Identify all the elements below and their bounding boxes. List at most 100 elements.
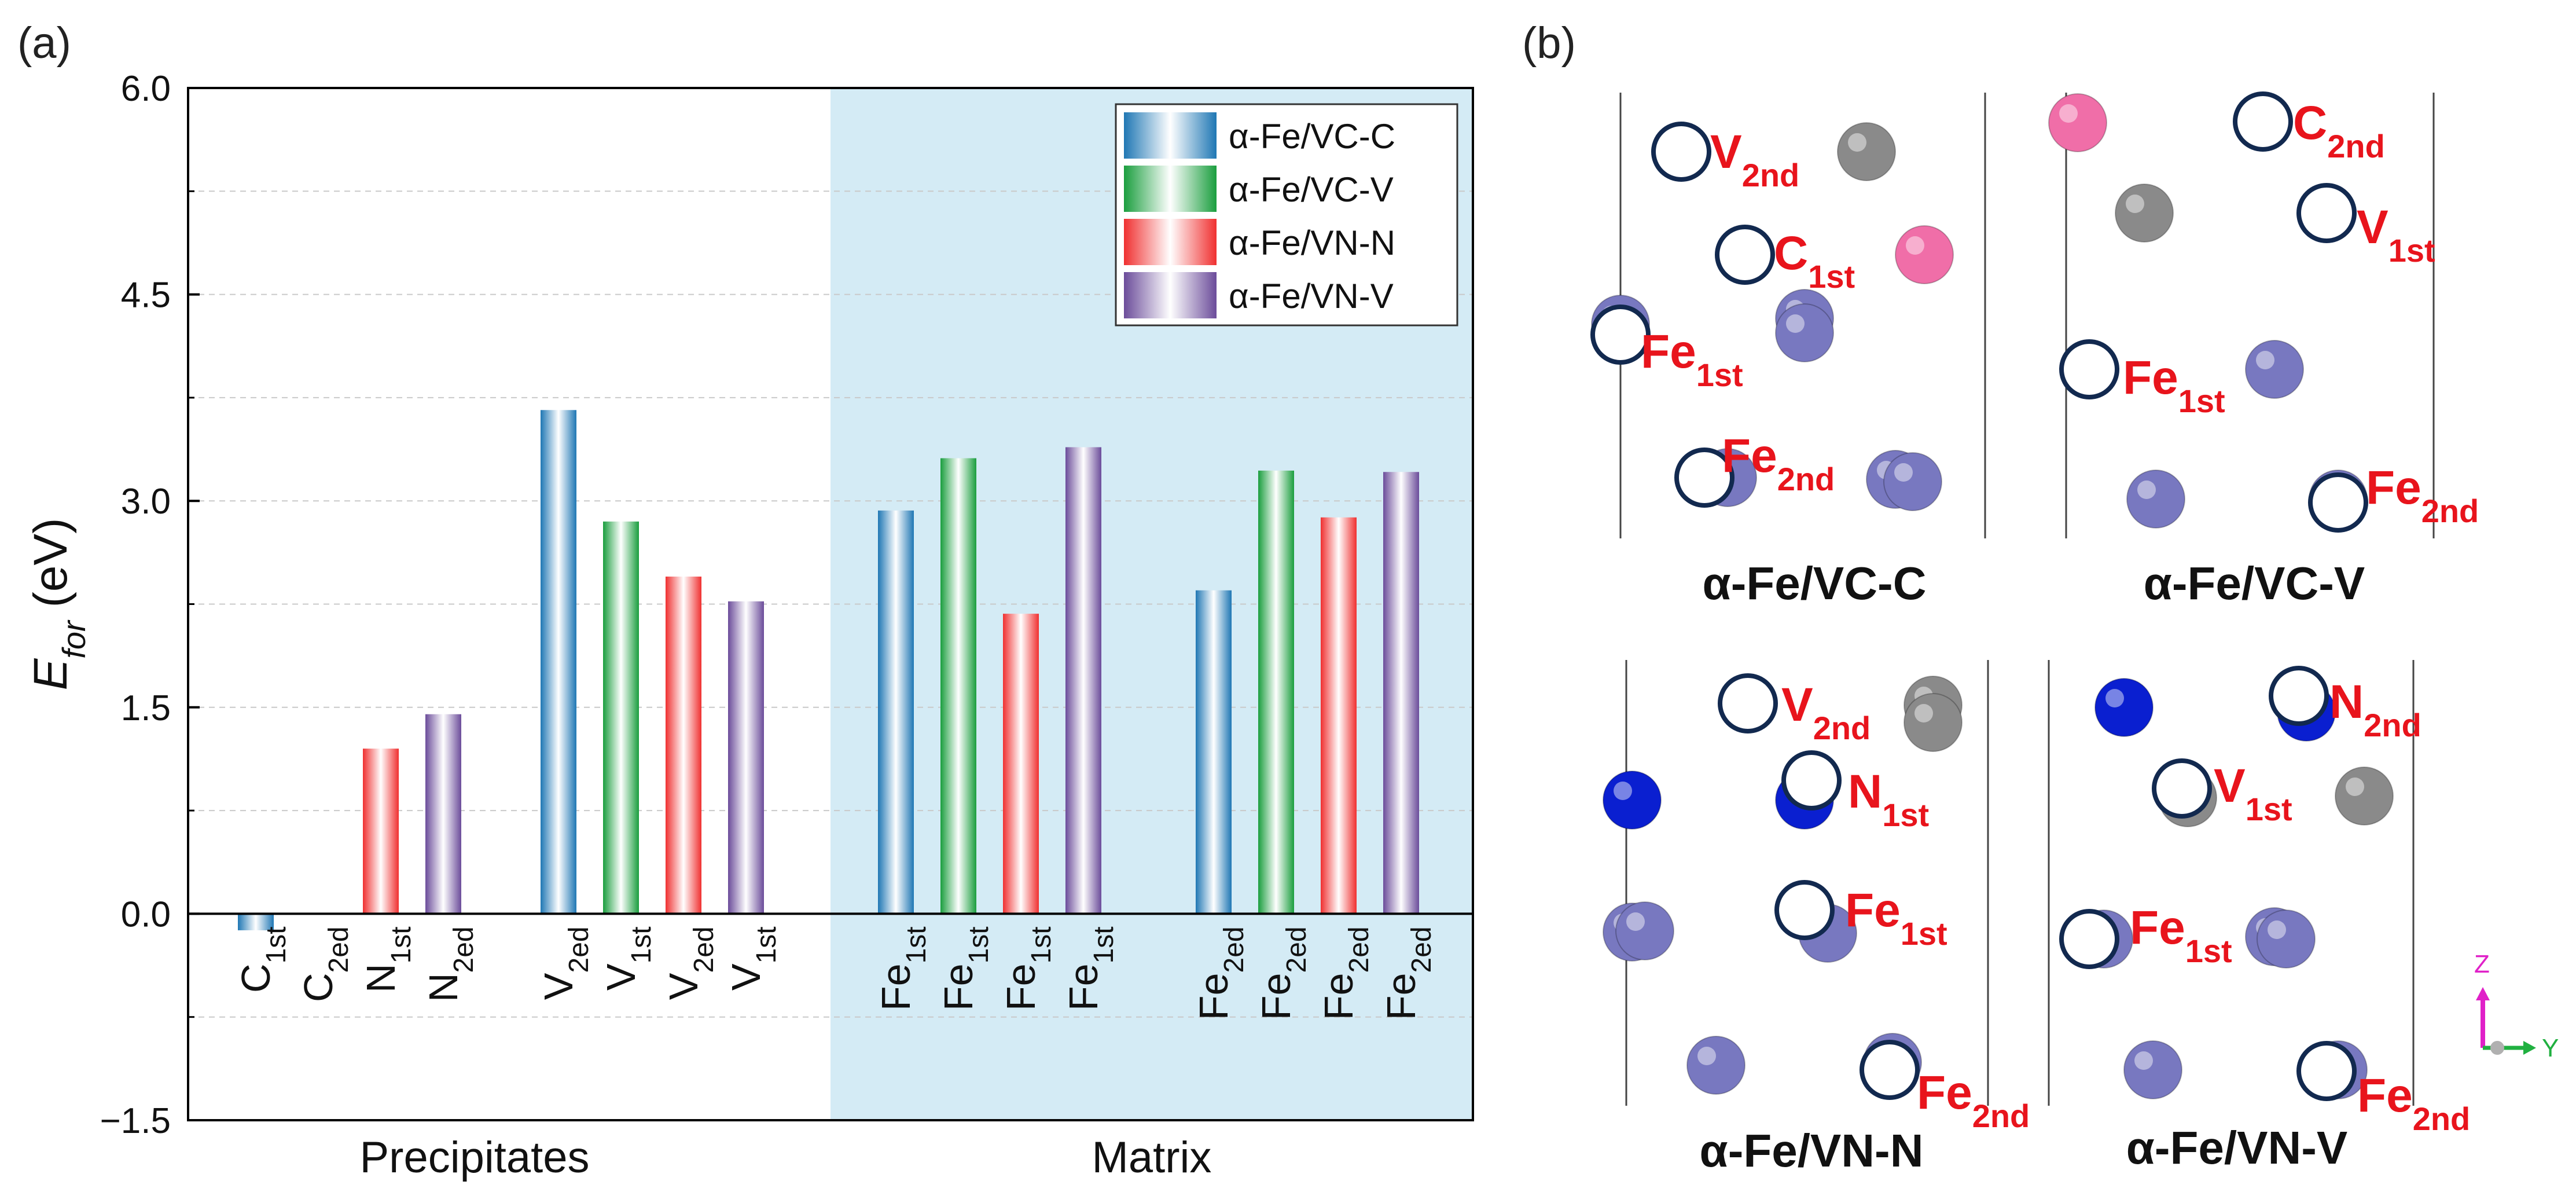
z-axis-label: Z <box>2474 950 2490 978</box>
fe-atom <box>1686 1036 1745 1095</box>
fe-atom <box>2245 340 2304 399</box>
c-atom <box>2048 93 2107 152</box>
vacancy-ring <box>2152 758 2212 819</box>
y-axis-label: Efor (eV) <box>24 518 92 691</box>
legend-label: α-Fe/VN-N <box>1229 223 1395 262</box>
site-label: Fe2nd <box>2366 461 2479 529</box>
bar-label: Fe1st <box>998 926 1057 1011</box>
group-label: Matrix <box>1092 1133 1212 1182</box>
site-label: Fe1st <box>2130 901 2232 969</box>
bar-label: V2ed <box>536 926 594 1000</box>
bar <box>541 410 576 914</box>
bar-label: Fe1st <box>936 926 994 1011</box>
bar-label: C1st <box>233 926 292 993</box>
vacancy-ring <box>2233 91 2293 152</box>
vacancy-ring <box>2059 339 2119 399</box>
bar-label: Fe2ed <box>1379 926 1437 1020</box>
bar-label: Fe2ed <box>1316 926 1375 1020</box>
bar <box>238 914 274 930</box>
site-label: N2nd <box>2329 676 2421 743</box>
site-label: C1st <box>1774 227 1855 295</box>
fe-atom <box>2123 1040 2182 1099</box>
vacancy-ring <box>2296 1041 2357 1101</box>
vacancy-ring <box>2308 472 2368 533</box>
bar-label: C2ed <box>296 926 354 1002</box>
y-axis-ticks: −1.5 0.0 1.5 3.0 4.5 6.0 <box>100 69 200 1141</box>
bar-label: N1st <box>358 926 417 993</box>
bar-label: V1st <box>723 926 782 991</box>
site-label: C2nd <box>2293 97 2385 164</box>
bar-label: Fe1st <box>1061 926 1119 1011</box>
structures: V2nd C1st Fe1st Fe2nd α-Fe/VC-C C2nd V1st Fe1st… <box>1590 91 2479 1176</box>
structure-title: α-Fe/VN-V <box>2126 1122 2348 1173</box>
y-tick-label: −1.5 <box>100 1101 171 1141</box>
legend-label: α-Fe/VN-V <box>1229 277 1394 316</box>
n-atom <box>2094 678 2154 737</box>
fe-atom <box>1615 901 1674 960</box>
v-atom <box>2115 184 2174 243</box>
site-label: V2nd <box>1781 678 1871 746</box>
bar <box>425 714 461 914</box>
bar-labels: C1stC2edN1stN2edV2edV1stV2edV1stFe1stFe1… <box>233 926 1437 1020</box>
axes-orientation-icon: ZY <box>2474 950 2559 1062</box>
group-labels: Precipitates Matrix <box>359 1133 1211 1182</box>
bar-label: V1st <box>598 926 657 991</box>
vacancy-ring <box>1860 1040 1920 1100</box>
grid-lines <box>188 190 1473 1018</box>
site-label: V1st <box>2357 201 2435 269</box>
bar <box>363 749 399 914</box>
group-label: Precipitates <box>359 1133 589 1182</box>
bar <box>1065 447 1101 914</box>
vacancy-ring <box>2059 909 2119 969</box>
site-label: V1st <box>2214 760 2292 827</box>
site-label: Fe2nd <box>1917 1066 2030 1134</box>
vacancy-ring <box>1674 448 1735 508</box>
legend-swatch <box>1124 272 1217 318</box>
bar <box>940 458 976 914</box>
bar <box>728 601 764 914</box>
fe-atom <box>2126 470 2185 529</box>
y-tick-label: 0.0 <box>121 894 171 934</box>
fe-atom <box>2257 909 2316 969</box>
fe-atom <box>1883 452 1942 511</box>
site-label: Fe2nd <box>1722 430 1835 497</box>
vacancy-ring <box>2296 183 2357 243</box>
legend-swatch <box>1124 219 1217 265</box>
v-atom <box>2335 766 2394 826</box>
site-label: Fe1st <box>1845 884 1947 952</box>
site-label: Fe1st <box>1641 325 1743 393</box>
bars <box>238 410 1419 930</box>
bar-label: Fe1st <box>873 926 932 1011</box>
panel-a-label: (a) <box>17 19 71 68</box>
v-atom <box>1837 122 1896 181</box>
y-tick-label: 6.0 <box>121 69 171 109</box>
panel-b-label: (b) <box>1522 19 1576 68</box>
structure-1: V2nd C1st Fe1st Fe2nd α-Fe/VC-C <box>1590 93 1986 609</box>
bar <box>1321 517 1357 914</box>
legend-label: α-Fe/VC-V <box>1229 170 1394 209</box>
y-tick-label: 4.5 <box>121 276 171 316</box>
legend-swatch <box>1124 112 1217 159</box>
bar <box>603 521 639 914</box>
bar-label: V2ed <box>661 926 719 1000</box>
c-atom <box>1895 225 1954 284</box>
bar <box>1196 590 1232 914</box>
legend-label: α-Fe/VC-C <box>1229 117 1395 156</box>
vacancy-ring <box>1718 673 1778 733</box>
bar-label: Fe2ed <box>1254 926 1312 1020</box>
site-label: V2nd <box>1710 126 1799 193</box>
y-axis-icon-label: Y <box>2542 1034 2559 1062</box>
vacancy-ring <box>1590 305 1651 365</box>
site-label: N1st <box>1848 765 1929 833</box>
bar <box>1003 614 1039 914</box>
bar <box>666 576 701 914</box>
y-tick-label: 3.0 <box>121 482 171 522</box>
legend-swatch <box>1124 166 1217 212</box>
vacancy-ring <box>1715 225 1775 285</box>
y-tick-label: 1.5 <box>121 688 171 728</box>
vacancy-ring <box>2269 666 2329 726</box>
bar-label: N2ed <box>421 926 479 1002</box>
bar <box>1258 470 1294 914</box>
